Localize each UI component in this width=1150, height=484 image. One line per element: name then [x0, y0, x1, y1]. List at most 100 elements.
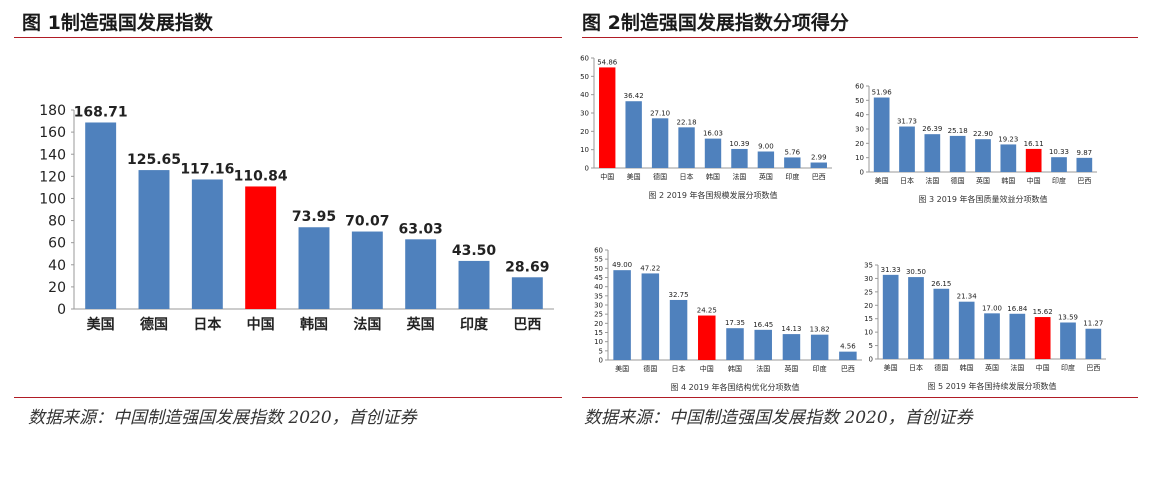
structure-category-label: 中国 [700, 364, 714, 373]
sustain-bar [882, 274, 899, 359]
main-value-label: 110.84 [234, 168, 288, 184]
quality-category-label: 中国 [1027, 176, 1041, 185]
sustain-y-tick-label: 5 [869, 342, 873, 350]
quality-category-label: 美国 [875, 176, 889, 185]
quality-value-label: 31.73 [897, 118, 917, 126]
scale-bar [651, 118, 669, 168]
main-y-tick-label: 140 [39, 147, 66, 163]
scale-value-label: 36.42 [624, 92, 644, 100]
structure-category-label: 印度 [813, 364, 827, 373]
structure-value-label: 49.00 [612, 261, 632, 269]
sustain-y-tick-label: 10 [864, 329, 873, 337]
structure-bar [641, 273, 660, 360]
sustain-value-label: 30.50 [906, 268, 926, 276]
source-rule-left [14, 397, 562, 398]
scale-value-label: 10.39 [729, 140, 749, 148]
scale-development-chart: 0 10 20 30 40 50 60 54.86 中国 36.42 美国 27.10 德国 22.18 日… [580, 55, 832, 200]
scale-category-label: 日本 [680, 172, 694, 181]
quality-y-tick-label: 30 [855, 126, 864, 134]
structure-category-label: 英国 [784, 364, 798, 373]
structure-y-tick-label: 45 [594, 274, 603, 282]
sustain-bar [933, 288, 950, 359]
quality-bar [975, 139, 991, 172]
structure-y-tick-label: 0 [599, 357, 603, 365]
structure-bar [669, 299, 688, 360]
structure-bar [782, 334, 801, 360]
structure-value-label: 16.45 [753, 321, 773, 329]
sustain-bar [1060, 322, 1076, 359]
sustain-y-tick-label: 0 [869, 356, 873, 364]
main-bar [458, 260, 490, 309]
quality-bar [899, 126, 915, 172]
main-category-label: 英国 [406, 316, 435, 333]
structure-value-label: 24.25 [697, 307, 717, 315]
sustain-category-label: 印度 [1061, 363, 1075, 372]
main-category-label: 德国 [140, 316, 168, 333]
sustain-category-label: 韩国 [960, 363, 974, 372]
main-y-tick-label: 60 [48, 236, 66, 252]
main-value-label: 73.95 [292, 209, 336, 225]
scale-value-label: 27.10 [650, 109, 670, 117]
structure-bar [839, 351, 857, 360]
scale-category-label: 中国 [600, 172, 614, 181]
figure-1-title: 图 1制造强国发展指数 [22, 12, 213, 34]
quality-category-label: 日本 [900, 176, 914, 185]
scale-category-label: 美国 [627, 172, 641, 181]
quality-bar [949, 135, 966, 172]
main-value-label: 168.71 [74, 104, 128, 120]
data-source-right: 数据来源：中国制造强国发展指数 2020，首创证券 [584, 408, 973, 428]
scale-y-tick-label: 50 [580, 73, 589, 81]
structure-value-label: 14.13 [781, 325, 801, 333]
quality-y-tick-label: 10 [855, 154, 864, 162]
structure-y-tick-label: 35 [594, 292, 603, 300]
quality-category-label: 英国 [976, 176, 990, 185]
structure-category-label: 德国 [643, 364, 657, 373]
sustain-category-label: 德国 [934, 363, 948, 372]
main-y-tick-label: 0 [57, 302, 66, 318]
sustain-bar [1085, 328, 1102, 359]
sustain-value-label: 26.15 [931, 280, 951, 288]
main-y-tick-label: 20 [48, 280, 66, 296]
scale-category-label: 印度 [785, 172, 799, 181]
quality-value-label: 9.87 [1077, 149, 1093, 157]
scale-value-label: 5.76 [785, 148, 801, 156]
main-value-label: 28.69 [505, 259, 549, 275]
structure-bar [613, 270, 631, 360]
structure-bar [810, 334, 829, 360]
main-y-tick-label: 160 [39, 125, 66, 141]
scale-caption: 图 2 2019 年各国规模发展分项数值 [648, 190, 777, 200]
structure-y-tick-label: 25 [594, 311, 603, 319]
scale-y-tick-label: 0 [585, 165, 589, 173]
sustain-value-label: 16.84 [1007, 305, 1028, 313]
quality-value-label: 26.39 [922, 125, 942, 133]
quality-category-label: 巴西 [1077, 177, 1091, 185]
scale-category-label: 巴西 [812, 173, 826, 181]
main-category-label: 日本 [193, 316, 222, 333]
quality-bar [924, 134, 941, 172]
structure-y-tick-label: 10 [594, 338, 603, 346]
sustain-value-label: 11.27 [1083, 320, 1103, 328]
structure-bar [698, 315, 716, 360]
sustainable-development-chart: 0 5 10 15 20 25 30 35 31.33 美国 30.50 日本 26.15 德国 21.34… [864, 262, 1106, 391]
scale-bar [625, 101, 642, 168]
main-value-label: 117.16 [180, 161, 234, 177]
main-y-tick-label: 120 [39, 169, 66, 185]
quality-bar [1076, 157, 1093, 172]
main-bar [511, 277, 543, 309]
main-bar [298, 227, 330, 309]
sustain-y-tick-label: 35 [864, 262, 873, 270]
scale-bar [599, 67, 616, 168]
structure-y-tick-label: 20 [594, 320, 603, 328]
sustain-value-label: 21.34 [957, 293, 978, 301]
manufacturing-power-index-chart: 0 20 40 60 80 100 120 140 160 180 168.71 美国 125.65 德国… [39, 103, 554, 333]
sustain-y-tick-label: 25 [864, 288, 873, 296]
scale-y-tick-label: 60 [580, 55, 589, 63]
scale-category-label: 英国 [759, 172, 773, 181]
structure-y-tick-label: 40 [594, 283, 603, 291]
quality-category-label: 法国 [925, 176, 939, 185]
structure-value-label: 47.22 [640, 264, 660, 272]
main-category-label: 印度 [460, 316, 489, 333]
figure-2-title: 图 2制造强国发展指数分项得分 [582, 12, 849, 34]
sustain-bar [1034, 317, 1051, 359]
sustain-category-label: 法国 [1010, 363, 1024, 372]
